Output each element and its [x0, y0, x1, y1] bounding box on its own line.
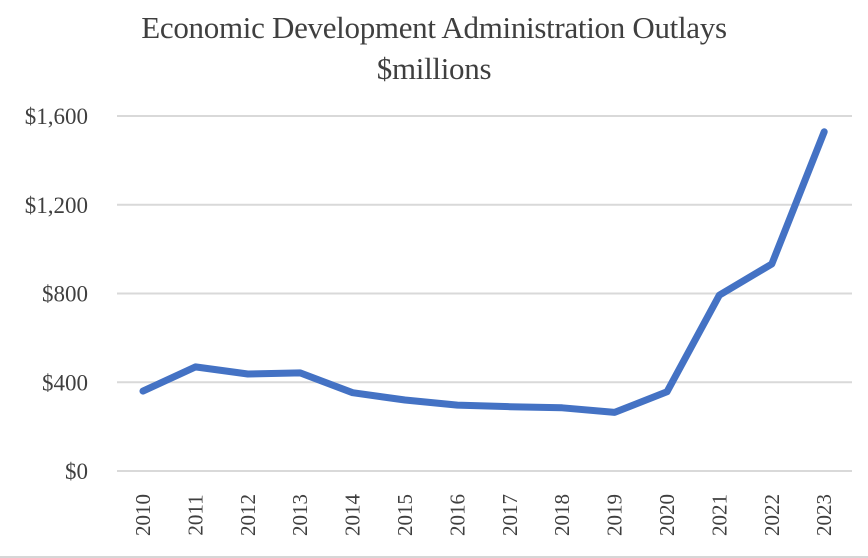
y-tick-label: $0 — [65, 459, 88, 484]
gridlines — [117, 115, 852, 472]
x-tick-label: 2010 — [131, 494, 155, 536]
x-tick-label: 2019 — [603, 494, 627, 536]
series-line — [139, 128, 828, 416]
series-group — [139, 128, 828, 416]
y-tick-label: $800 — [42, 282, 88, 307]
chart-title: Economic Development Administration Outl… — [141, 10, 727, 45]
x-tick-label: 2023 — [812, 494, 836, 536]
x-tick-label: 2017 — [498, 494, 522, 536]
y-tick-label: $1,600 — [25, 104, 88, 129]
x-tick-label: 2020 — [655, 494, 679, 536]
x-tick-label: 2022 — [760, 494, 784, 536]
x-tick-label: 2012 — [236, 494, 260, 536]
bottom-border — [0, 556, 868, 558]
x-tick-label: 2021 — [707, 494, 731, 536]
x-tick-label: 2016 — [445, 494, 469, 536]
x-tick-label: 2014 — [341, 494, 365, 537]
x-tick-label: 2015 — [393, 494, 417, 536]
x-tick-label: 2013 — [288, 494, 312, 536]
chart-subtitle: $millions — [376, 51, 492, 86]
y-axis-ticks: $0 $400 $800 $1,200 $1,600 — [25, 104, 88, 484]
x-tick-label: 2011 — [183, 494, 207, 535]
y-tick-label: $1,200 — [25, 193, 88, 218]
y-tick-label: $400 — [42, 370, 88, 395]
x-tick-label: 2018 — [550, 494, 574, 536]
x-axis-ticks: 2010 2011 2012 2013 2014 2015 2016 2017 2018 2019… — [131, 494, 836, 537]
